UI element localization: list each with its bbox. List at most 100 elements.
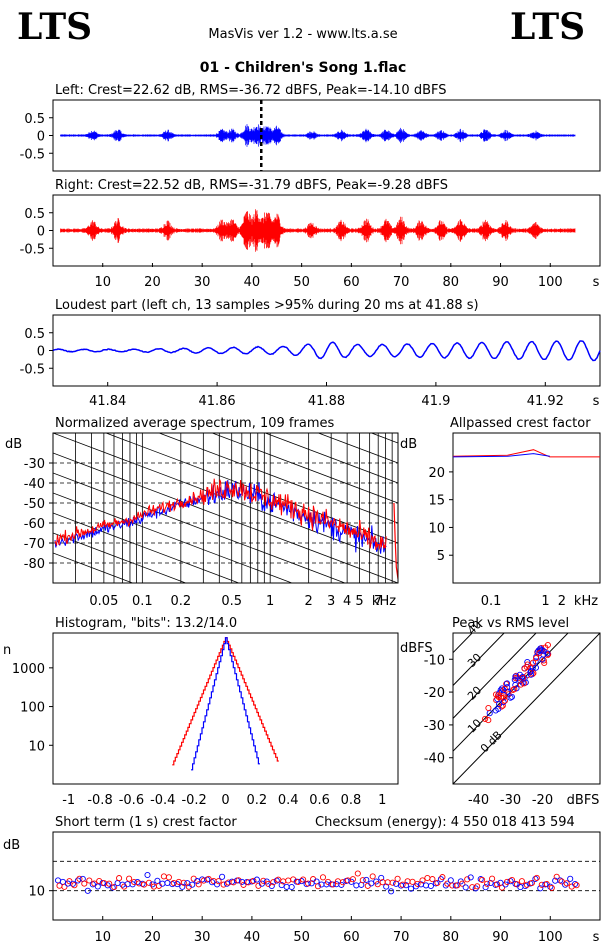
peak-vs-rms-point [532,664,539,671]
spectrum-diagonal [53,512,240,583]
short-term-crest-point [189,881,196,888]
peak-vs-rms-point [530,659,537,666]
short-term-crest-point [469,884,476,891]
time-axis-tick-label: 50 [293,275,310,290]
short-term-crest-xtick-label: 100 [538,930,563,945]
short-term-crest-point [522,882,529,890]
short-term-crest-point [429,876,436,883]
short-term-crest-point [170,879,177,887]
time-axis-tick-label: 10 [94,275,111,290]
loudest-part-xunit: s [593,394,600,409]
right-channel-ytick-label: 0 [37,225,45,240]
short-term-crest-point [507,878,514,885]
crest-factor-left-line [452,453,550,458]
peak-vs-rms-point [505,691,512,698]
time-axis-tick-label: 100 [538,275,563,290]
short-term-crest-point [487,879,494,887]
short-term-crest-point [319,874,327,881]
left-channel-ytick-label: 0.5 [24,112,45,127]
short-term-crest-point [442,882,449,889]
short-term-crest-point [329,881,337,888]
peak-vs-rms-point [497,694,504,701]
short-term-crest-point [503,878,511,885]
peak-vs-rms-diagonal [453,633,600,784]
short-term-crest-point [518,878,525,885]
peak-vs-rms-point [544,641,551,649]
short-term-crest-point [508,876,516,884]
crest-factor-ytick-label: 20 [428,466,445,481]
peak-vs-rms-point [498,685,506,692]
short-term-crest-point [407,885,415,892]
short-term-crest-point [258,880,265,887]
short-term-crest-point [359,877,366,884]
peak-vs-rms-point [517,681,524,688]
short-term-crest-point [403,882,410,889]
spectrum-xtick-label: 3 [327,594,335,609]
histogram-xtick-label: 0.6 [309,793,330,808]
peak-vs-rms-diagonal [453,633,569,752]
short-term-crest-point [116,875,123,882]
right-channel-ytick-label: -0.5 [20,242,45,257]
short-term-crest-point [517,884,524,891]
short-term-crest-point [494,881,501,888]
short-term-crest-point [409,878,416,885]
short-term-crest-point [144,871,151,879]
peak-vs-rms-point [507,694,514,701]
spectrum-diagonal [53,472,347,583]
short-term-crest-point [225,879,232,886]
histogram-xtick-label: 0.2 [247,793,268,808]
peak-vs-rms-xtick-label: -40 [468,793,489,808]
short-term-crest-point [61,883,68,890]
short-term-crest-point [250,877,257,884]
histogram-right [172,637,279,766]
histogram-title: Histogram, "bits": 13.2/14.0 [55,616,237,631]
peak-vs-rms-point [527,669,534,676]
right-channel-title: Right: Crest=22.52 dB, RMS=-31.79 dBFS, … [55,178,448,193]
short-term-crest-point [389,879,396,886]
spectrum-diagonal [264,433,398,484]
loudest-part-xtick-label: 41.86 [198,394,235,409]
short-term-crest-point [467,874,474,881]
spectrum-diagonal [211,433,398,504]
peak-vs-rms-point [497,687,504,694]
spectrum-ytick-label: -70 [24,537,45,552]
short-term-crest-point [300,876,307,883]
short-term-crest-point [447,877,454,884]
short-term-crest-xtick-label: 10 [94,930,111,945]
short-term-crest-point [86,877,93,884]
short-term-crest-point [145,879,153,886]
short-term-crest-point [305,880,312,887]
peak-vs-rms-diagonal-label: 10 [465,717,484,736]
spectrum-xtick-label: 7 [374,594,382,609]
short-term-crest-point [260,877,267,884]
short-term-crest-point [374,881,381,888]
crest-factor-right-line [452,449,600,458]
peak-vs-rms-point [527,671,535,678]
short-term-crest-point [200,877,207,884]
peak-vs-rms-title: Peak vs RMS level [452,616,569,631]
short-term-crest-point [273,877,280,884]
crest-factor-xtick-label: 1 [541,594,549,609]
spectrum-ytick-label: -30 [24,457,45,472]
short-term-crest-point [288,883,295,891]
short-term-crest-ytick-label: 10 [28,885,45,900]
spectrum-plot-area [53,253,398,583]
short-term-crest-point [180,879,187,886]
peak-vs-rms-xtick-label: -30 [500,793,521,808]
short-term-crest-point [111,883,118,891]
peak-vs-rms-point [512,673,519,680]
short-term-crest-point [314,883,322,890]
spectrum-right-curve [54,478,387,550]
peak-vs-rms-point [513,672,520,679]
short-term-crest-point [424,874,431,882]
peak-vs-rms-diagonal-label: 30 [465,651,484,670]
spectrum-diagonal [53,253,398,383]
short-term-crest-point [482,884,489,891]
peak-vs-rms-ytick-label: -30 [424,719,445,734]
short-term-crest-point [533,874,540,881]
peak-vs-rms-point [500,694,507,701]
spectrum-right-spike [393,502,398,580]
histogram-frame [52,632,399,785]
short-term-crest-point [537,885,544,892]
